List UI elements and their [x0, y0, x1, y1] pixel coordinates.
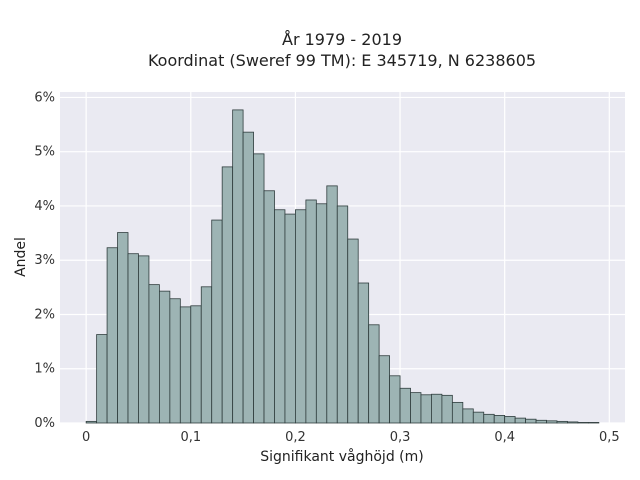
- histogram-bar: [284, 213, 296, 424]
- histogram-bar: [441, 394, 453, 424]
- histogram-bar: [158, 290, 171, 424]
- y-tick-label: 1%: [34, 362, 55, 377]
- histogram-bar: [127, 253, 139, 424]
- chart-title: År 1979 - 2019: [282, 30, 402, 49]
- y-tick-label: 2%: [34, 307, 55, 322]
- histogram-bar: [190, 305, 202, 424]
- histogram-bar: [567, 421, 579, 424]
- histogram-bar: [179, 306, 192, 424]
- histogram-bar: [96, 334, 108, 424]
- histogram-bar: [347, 238, 359, 424]
- histogram-bar: [169, 298, 181, 424]
- y-tick-label: 5%: [34, 145, 55, 160]
- x-tick-label: 0: [82, 430, 90, 445]
- x-tick-label: 0,3: [390, 430, 411, 445]
- histogram-bar: [106, 247, 118, 424]
- histogram-bar: [138, 255, 150, 424]
- histogram-bar: [336, 205, 349, 424]
- histogram-bar: [556, 420, 568, 424]
- y-axis-label: Andel: [13, 237, 29, 277]
- y-axis-ticks: 0% 1% 2% 3% 4% 5% 6%: [34, 90, 55, 431]
- y-tick-label: 3%: [34, 253, 55, 268]
- histogram-bar: [535, 419, 547, 424]
- histogram-bar: [410, 392, 422, 424]
- histogram-bar: [232, 109, 244, 424]
- histogram-bar: [242, 131, 254, 424]
- histogram-bar: [221, 166, 234, 424]
- histogram-bar: [85, 420, 98, 424]
- y-tick-label: 6%: [34, 90, 55, 105]
- histogram-bar: [472, 411, 485, 424]
- histogram-bar: [587, 422, 600, 424]
- histogram-bar: [253, 153, 265, 424]
- chart-subtitle: Koordinat (Sweref 99 TM): E 345719, N 62…: [148, 51, 536, 70]
- histogram-bar: [504, 416, 516, 424]
- histogram-bar: [483, 413, 495, 424]
- bars: [85, 109, 600, 424]
- histogram-bar: [368, 324, 380, 424]
- histogram-bar: [200, 286, 213, 424]
- y-tick-label: 4%: [34, 199, 55, 214]
- histogram-bar: [546, 420, 558, 424]
- x-axis-ticks: 0 0,1 0,2 0,3 0,4 0,5: [82, 430, 620, 445]
- x-axis-label: Signifikant våghöjd (m): [260, 448, 423, 465]
- histogram-bar: [211, 219, 223, 424]
- histogram-bar: [525, 418, 537, 424]
- histogram-bar: [263, 190, 275, 424]
- histogram-bar: [462, 408, 474, 424]
- histogram-bar: [305, 199, 317, 424]
- histogram-bar: [357, 282, 370, 424]
- x-tick-label: 0,1: [180, 430, 201, 445]
- histogram-bar: [315, 203, 328, 424]
- histogram-bar: [274, 209, 286, 424]
- histogram-bar: [577, 422, 589, 424]
- histogram-bar: [389, 375, 401, 424]
- x-tick-label: 0,5: [599, 430, 620, 445]
- histogram-bar: [451, 401, 464, 424]
- histogram-bar: [420, 394, 432, 424]
- histogram-bar: [514, 417, 527, 424]
- histogram-bar: [326, 185, 338, 424]
- x-tick-label: 0,4: [494, 430, 515, 445]
- histogram-bar: [431, 393, 443, 424]
- histogram-bar: [378, 355, 390, 424]
- histogram-bar: [399, 387, 411, 424]
- histogram-bar: [148, 284, 160, 424]
- histogram-bar: [117, 232, 129, 424]
- histogram-bar: [295, 209, 307, 424]
- x-tick-label: 0,2: [285, 430, 306, 445]
- y-tick-label: 0%: [34, 416, 55, 431]
- histogram-bar: [493, 415, 506, 424]
